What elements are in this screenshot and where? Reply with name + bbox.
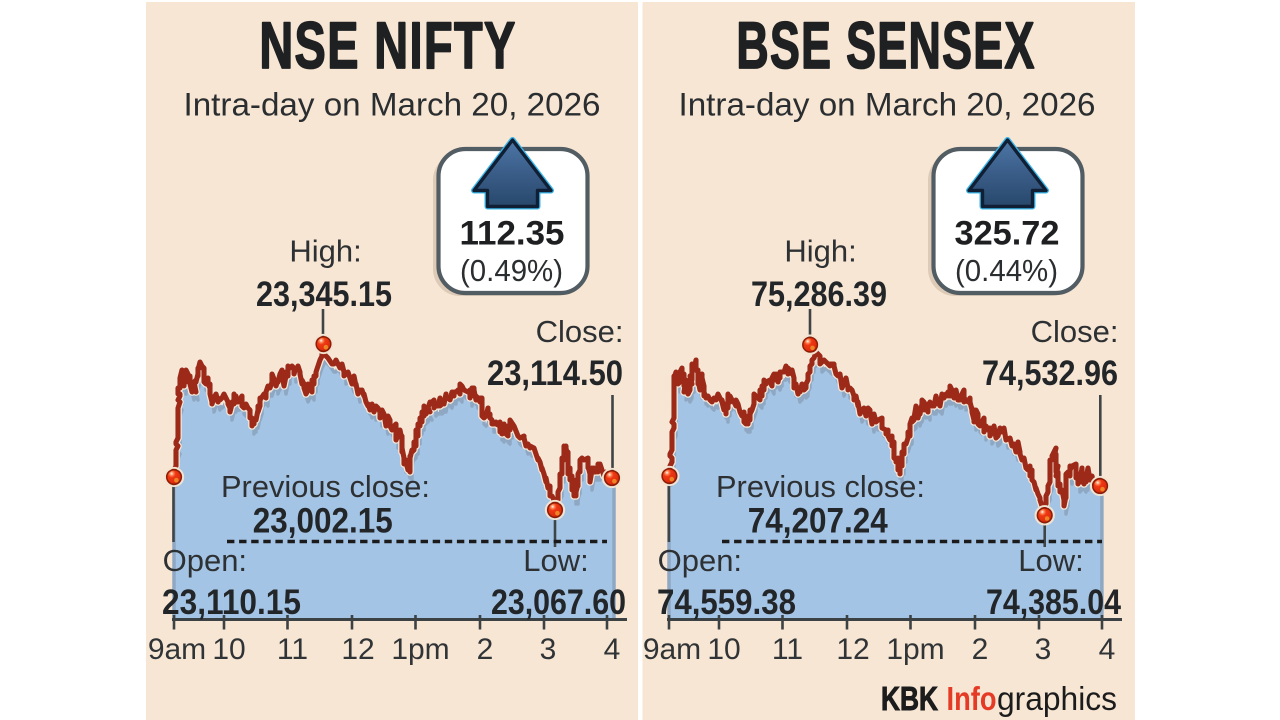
svg-text:BSE SENSEX: BSE SENSEX xyxy=(736,8,1035,82)
svg-text:Open:: Open: xyxy=(163,543,247,578)
svg-text:75,286.39: 75,286.39 xyxy=(751,275,887,314)
svg-text:High:: High: xyxy=(784,234,856,269)
svg-text:4: 4 xyxy=(604,633,621,666)
svg-text:Open:: Open: xyxy=(658,543,742,578)
svg-text:High:: High: xyxy=(289,234,361,269)
svg-text:12: 12 xyxy=(836,633,869,666)
svg-text:10: 10 xyxy=(707,633,740,666)
svg-text:23,002.15: 23,002.15 xyxy=(253,502,393,541)
svg-text:Info: Info xyxy=(947,680,997,717)
svg-text:325.72: 325.72 xyxy=(955,215,1060,253)
svg-text:10: 10 xyxy=(212,633,245,666)
svg-text:Low:: Low: xyxy=(523,543,588,578)
svg-text:Intra-day on March 20, 2026: Intra-day on March 20, 2026 xyxy=(184,87,601,123)
svg-text:NSE NIFTY: NSE NIFTY xyxy=(259,9,516,83)
svg-text:23,110.15: 23,110.15 xyxy=(162,583,301,622)
svg-text:11: 11 xyxy=(772,633,803,666)
svg-text:23,345.15: 23,345.15 xyxy=(256,275,392,314)
svg-text:1pm: 1pm xyxy=(391,633,449,666)
svg-text:Low:: Low: xyxy=(1018,543,1083,578)
svg-text:11: 11 xyxy=(277,633,308,666)
svg-text:4: 4 xyxy=(1099,633,1116,666)
svg-text:Close:: Close: xyxy=(1031,314,1119,349)
svg-text:112.35: 112.35 xyxy=(460,215,565,253)
svg-text:Intra-day on March 20, 2026: Intra-day on March 20, 2026 xyxy=(679,87,1096,123)
svg-text:KBK: KBK xyxy=(881,680,938,717)
svg-text:9am: 9am xyxy=(643,633,701,666)
svg-text:74,532.96: 74,532.96 xyxy=(982,354,1118,393)
svg-text:74,207.24: 74,207.24 xyxy=(748,502,888,541)
svg-text:23,114.50: 23,114.50 xyxy=(487,354,623,393)
svg-text:23,067.60: 23,067.60 xyxy=(491,583,626,622)
svg-text:Previous close:: Previous close: xyxy=(716,469,925,504)
svg-text:(0.49%): (0.49%) xyxy=(460,253,563,288)
svg-text:Previous close:: Previous close: xyxy=(221,469,430,504)
svg-text:12: 12 xyxy=(341,633,374,666)
svg-text:(0.44%): (0.44%) xyxy=(955,253,1058,288)
svg-text:74,385.04: 74,385.04 xyxy=(986,583,1121,622)
svg-text:graphics: graphics xyxy=(997,680,1117,717)
svg-text:1pm: 1pm xyxy=(886,633,944,666)
svg-text:Close:: Close: xyxy=(536,314,624,349)
svg-text:2: 2 xyxy=(972,633,989,666)
svg-text:74,559.38: 74,559.38 xyxy=(657,583,796,622)
svg-text:3: 3 xyxy=(1035,633,1052,666)
svg-text:3: 3 xyxy=(540,633,557,666)
svg-text:9am: 9am xyxy=(148,633,206,666)
svg-text:2: 2 xyxy=(477,633,494,666)
